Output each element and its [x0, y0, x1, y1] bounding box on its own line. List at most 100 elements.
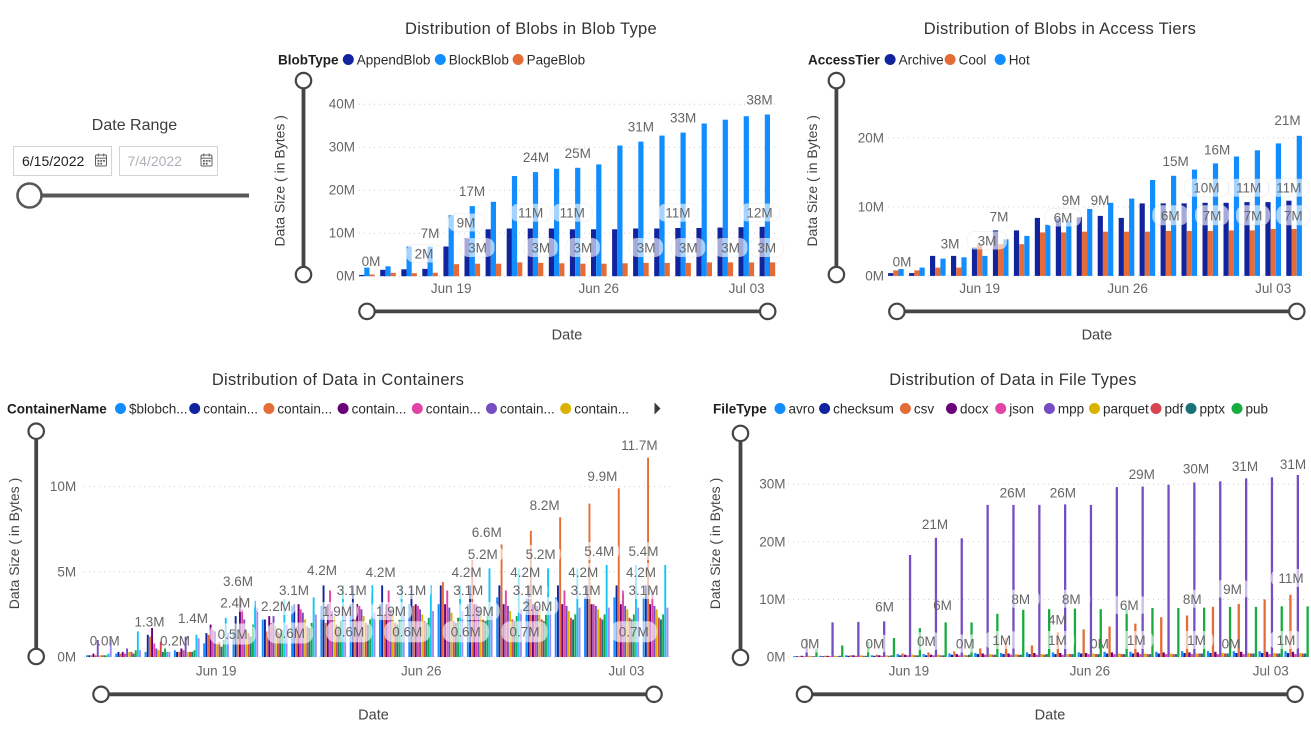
- svg-text:12M: 12M: [746, 206, 772, 221]
- svg-text:3M: 3M: [978, 234, 997, 249]
- svg-text:0M: 0M: [1090, 637, 1109, 652]
- svg-text:Distribution of Blobs in Acces: Distribution of Blobs in Access Tiers: [924, 20, 1196, 38]
- svg-text:7M: 7M: [1203, 208, 1222, 223]
- svg-text:3M: 3M: [531, 241, 550, 256]
- svg-text:BlockBlob: BlockBlob: [449, 53, 509, 68]
- svg-text:Jul 03: Jul 03: [1253, 664, 1289, 679]
- svg-text:9M: 9M: [1062, 193, 1081, 208]
- svg-text:Jun 19: Jun 19: [959, 281, 1000, 296]
- svg-text:20M: 20M: [329, 183, 355, 198]
- svg-text:31M: 31M: [1280, 457, 1306, 472]
- svg-text:1.4M: 1.4M: [178, 611, 208, 626]
- svg-text:0M: 0M: [767, 650, 786, 665]
- svg-text:0M: 0M: [893, 255, 912, 270]
- svg-text:contain...: contain...: [426, 402, 481, 417]
- svg-text:Jul 03: Jul 03: [729, 281, 765, 296]
- svg-text:4.2M: 4.2M: [307, 563, 337, 578]
- svg-text:0.6M: 0.6M: [334, 625, 364, 640]
- svg-text:20M: 20M: [858, 130, 884, 145]
- svg-text:$blobch...: $blobch...: [129, 402, 188, 417]
- svg-text:Data Size ( in Bytes ): Data Size ( in Bytes ): [272, 115, 288, 247]
- svg-text:1M: 1M: [1187, 633, 1206, 648]
- svg-text:10M: 10M: [50, 479, 76, 494]
- svg-text:docx: docx: [960, 402, 989, 417]
- svg-text:7M: 7M: [1244, 208, 1263, 223]
- svg-text:11M: 11M: [560, 206, 585, 221]
- svg-text:1.9M: 1.9M: [464, 604, 494, 619]
- svg-text:8M: 8M: [1011, 592, 1030, 607]
- svg-text:7M: 7M: [421, 226, 440, 241]
- svg-text:1M: 1M: [1127, 633, 1146, 648]
- svg-text:29M: 29M: [1129, 467, 1155, 482]
- svg-text:6M: 6M: [1120, 598, 1139, 613]
- svg-text:9M: 9M: [1091, 193, 1110, 208]
- svg-text:30M: 30M: [1183, 461, 1209, 476]
- svg-text:Data Size ( in Bytes ): Data Size ( in Bytes ): [707, 478, 723, 610]
- svg-text:BlobType: BlobType: [278, 53, 339, 68]
- svg-text:7M: 7M: [1284, 208, 1303, 223]
- svg-text:11.7M: 11.7M: [621, 438, 658, 453]
- svg-text:Jul 03: Jul 03: [608, 664, 644, 679]
- svg-text:Jul 03: Jul 03: [1255, 281, 1291, 296]
- svg-text:7/4/2022: 7/4/2022: [128, 153, 183, 169]
- svg-text:Jun 19: Jun 19: [431, 281, 472, 296]
- svg-text:8.2M: 8.2M: [530, 498, 560, 513]
- svg-text:2.4M: 2.4M: [220, 596, 250, 611]
- svg-text:4.2M: 4.2M: [366, 565, 396, 580]
- svg-text:10M: 10M: [329, 226, 355, 241]
- svg-text:parquet: parquet: [1103, 402, 1149, 417]
- svg-text:7M: 7M: [990, 210, 1009, 225]
- svg-text:0M: 0M: [917, 634, 936, 649]
- svg-text:AccessTier: AccessTier: [808, 53, 881, 68]
- svg-text:17M: 17M: [459, 184, 485, 199]
- svg-text:30M: 30M: [759, 477, 785, 492]
- svg-text:Date: Date: [358, 708, 389, 724]
- svg-text:5.4M: 5.4M: [628, 544, 658, 559]
- svg-text:contain...: contain...: [277, 402, 332, 417]
- svg-text:11M: 11M: [1278, 571, 1303, 586]
- svg-text:9M: 9M: [457, 216, 476, 231]
- svg-text:30M: 30M: [329, 140, 355, 155]
- svg-text:json: json: [1008, 402, 1034, 417]
- svg-text:AppendBlob: AppendBlob: [357, 53, 431, 68]
- svg-text:contain...: contain...: [203, 402, 258, 417]
- svg-text:10M: 10M: [858, 199, 884, 214]
- svg-text:3.1M: 3.1M: [337, 583, 367, 598]
- svg-text:11M: 11M: [1236, 181, 1261, 196]
- svg-text:5.4M: 5.4M: [584, 544, 614, 559]
- svg-text:checksum: checksum: [833, 402, 894, 417]
- svg-text:0.6M: 0.6M: [392, 625, 422, 640]
- svg-text:pub: pub: [1246, 402, 1269, 417]
- svg-text:0.0M: 0.0M: [90, 633, 120, 648]
- svg-text:3.1M: 3.1M: [571, 583, 601, 598]
- svg-text:6M: 6M: [1161, 208, 1180, 223]
- svg-text:21M: 21M: [922, 517, 948, 532]
- svg-text:3.1M: 3.1M: [513, 583, 543, 598]
- svg-text:40M: 40M: [329, 97, 355, 112]
- svg-text:1.9M: 1.9M: [376, 604, 406, 619]
- svg-text:3M: 3M: [574, 241, 593, 256]
- svg-text:6.6M: 6.6M: [472, 525, 502, 540]
- svg-text:0M: 0M: [1222, 637, 1241, 652]
- svg-text:0M: 0M: [57, 650, 76, 665]
- svg-text:10M: 10M: [759, 592, 785, 607]
- svg-text:Distribution of Data in Contai: Distribution of Data in Containers: [212, 371, 464, 389]
- svg-text:3M: 3M: [679, 241, 698, 256]
- svg-text:3.6M: 3.6M: [223, 574, 253, 589]
- svg-text:24M: 24M: [523, 150, 549, 165]
- svg-text:0.5M: 0.5M: [218, 627, 248, 642]
- svg-text:1.9M: 1.9M: [322, 604, 352, 619]
- svg-text:6M: 6M: [875, 599, 894, 614]
- svg-text:0M: 0M: [362, 254, 381, 269]
- svg-text:0.6M: 0.6M: [275, 626, 305, 641]
- svg-text:pptx: pptx: [1200, 402, 1226, 417]
- svg-text:Hot: Hot: [1009, 53, 1030, 68]
- svg-text:2M: 2M: [415, 247, 434, 262]
- svg-text:Data Size ( in Bytes ): Data Size ( in Bytes ): [6, 478, 22, 610]
- svg-text:3.1M: 3.1M: [628, 583, 658, 598]
- svg-text:Date: Date: [1082, 328, 1113, 344]
- svg-text:11M: 11M: [518, 206, 543, 221]
- svg-text:csv: csv: [914, 402, 935, 417]
- svg-text:26M: 26M: [1050, 485, 1076, 500]
- svg-text:3M: 3M: [637, 241, 656, 256]
